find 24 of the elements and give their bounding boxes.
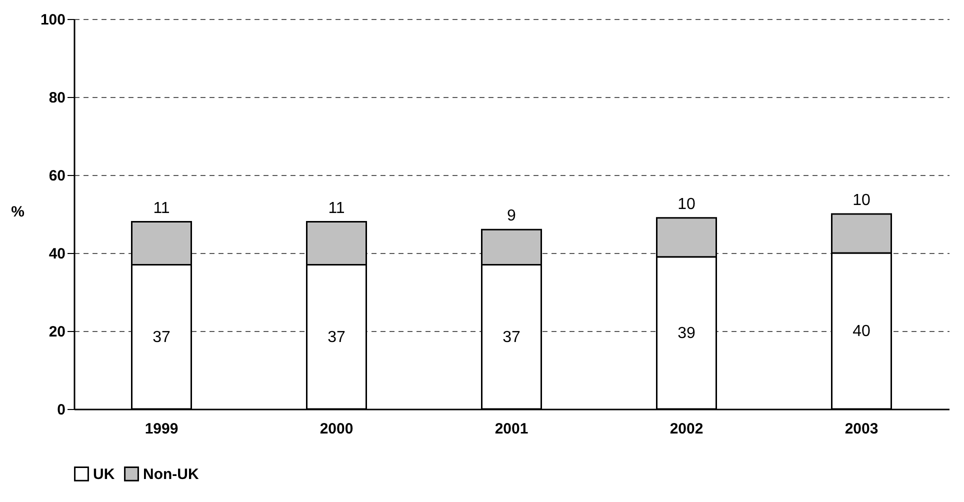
y-tick-label: 20	[48, 324, 66, 340]
data-label: 10	[852, 192, 870, 209]
y-tick-label: 0	[57, 402, 66, 418]
x-tick-label: 2000	[320, 420, 354, 438]
y-tick-label: 40	[48, 246, 66, 262]
data-label: 37	[328, 328, 346, 346]
data-label: 11	[328, 200, 345, 217]
y-axis-title: %	[11, 204, 24, 220]
data-label: 40	[852, 323, 870, 340]
data-label: 11	[153, 200, 170, 217]
data-label: 10	[678, 196, 696, 213]
y-tick-label: 80	[48, 90, 66, 106]
legend-label: UK	[93, 466, 115, 483]
data-label: 39	[678, 324, 696, 342]
x-tick-label: 1999	[144, 420, 178, 438]
x-tick-label: 2003	[844, 420, 878, 438]
legend-label: Non-UK	[143, 466, 199, 483]
x-tick-label: 2001	[494, 420, 528, 438]
y-tick-label: 100	[40, 12, 66, 28]
data-label: 37	[502, 328, 520, 346]
x-tick-label: 2002	[670, 420, 704, 438]
data-label: 9	[507, 208, 516, 225]
y-tick-label: 60	[48, 168, 66, 184]
data-label: 37	[152, 328, 170, 346]
